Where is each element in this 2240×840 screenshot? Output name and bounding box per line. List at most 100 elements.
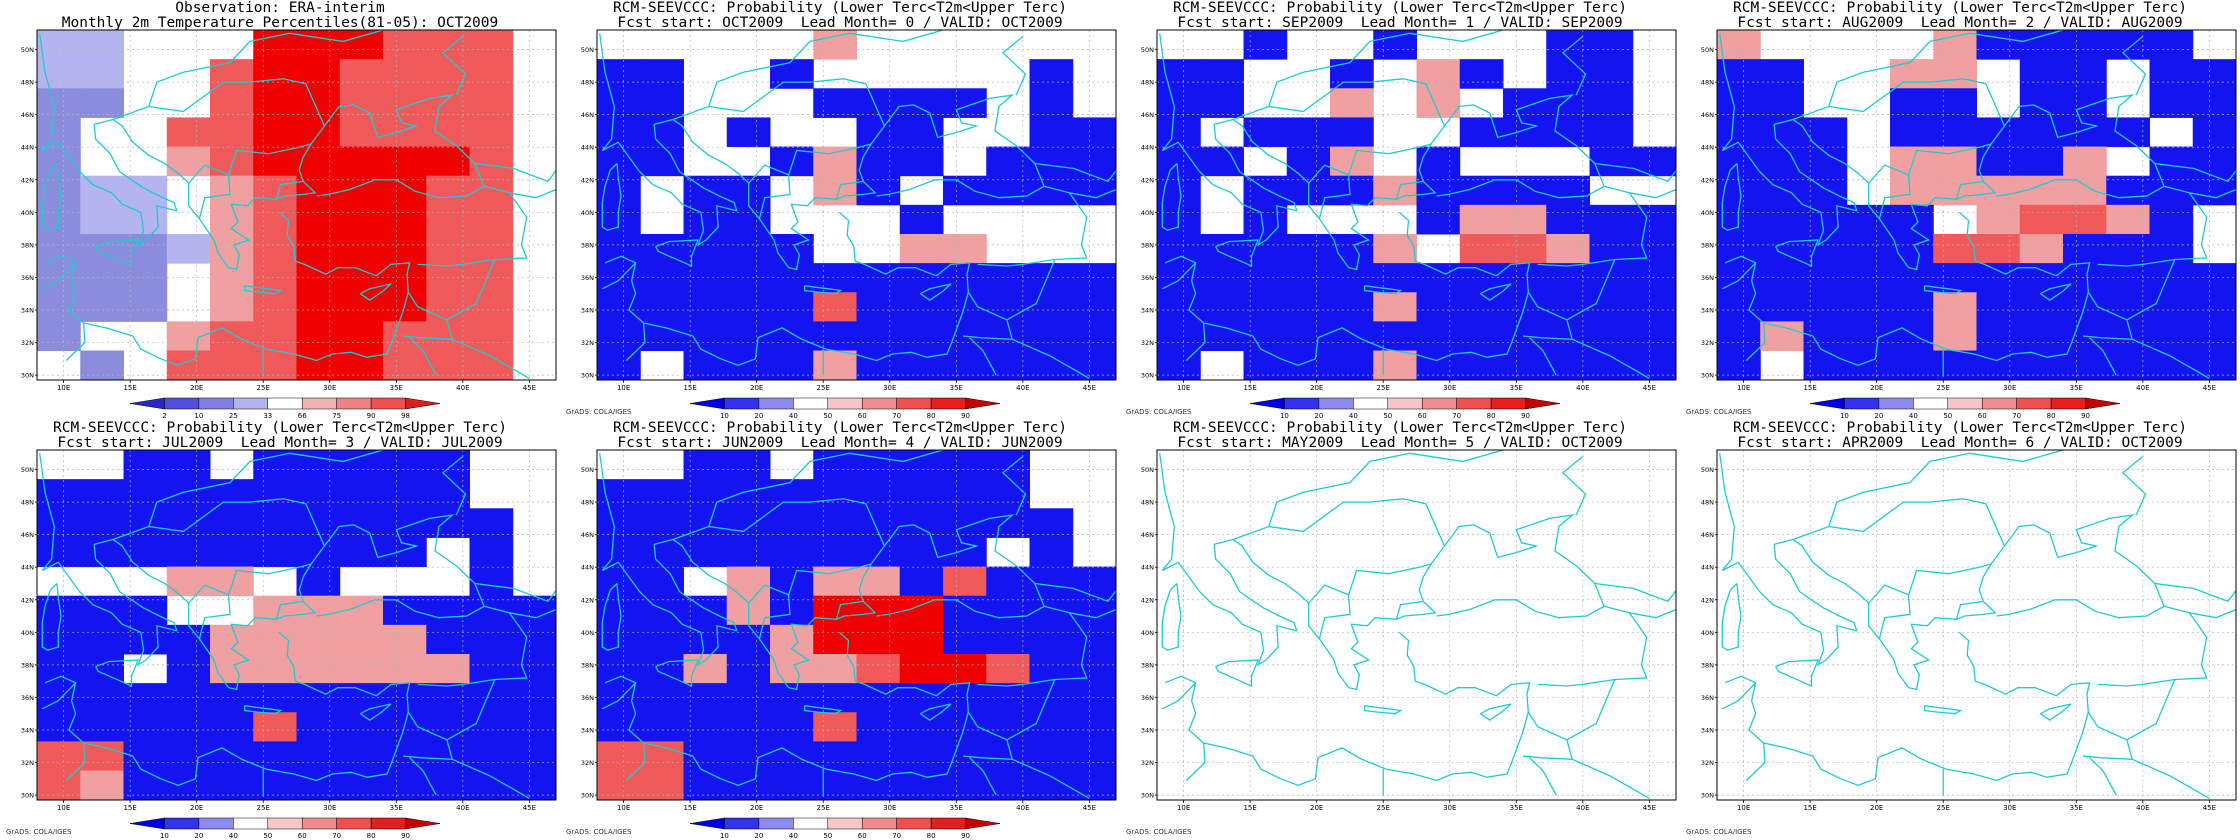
grid-cell bbox=[986, 175, 1030, 206]
grid-cell bbox=[1890, 204, 1934, 235]
grid-cell bbox=[1286, 233, 1331, 264]
scale-label: 70 bbox=[892, 832, 901, 840]
grid-cell bbox=[856, 117, 901, 148]
grid-cell bbox=[683, 479, 728, 509]
grid-cell bbox=[1286, 146, 1331, 177]
lon-tick-label: 20E bbox=[1310, 384, 1323, 392]
grid-cell bbox=[2192, 117, 2236, 148]
grid-cell bbox=[1933, 146, 1977, 177]
grid-cell bbox=[943, 508, 987, 538]
grid-cell bbox=[469, 566, 514, 597]
grid-cell bbox=[1373, 292, 1417, 322]
lon-tick-label: 40E bbox=[2136, 384, 2149, 392]
lat-tick-label: 36N bbox=[581, 274, 594, 282]
lon-tick-label: 10E bbox=[57, 804, 70, 812]
coastline bbox=[42, 682, 77, 710]
grid-cell bbox=[37, 653, 81, 684]
lon-tick-label: 30E bbox=[323, 384, 336, 392]
grid-cell bbox=[770, 683, 814, 713]
lat-tick-label: 40N bbox=[1141, 209, 1154, 217]
grid-cell bbox=[1200, 321, 1244, 352]
grid-cell bbox=[296, 292, 341, 322]
grid-cell bbox=[383, 233, 427, 264]
lon-tick-label: 10E bbox=[617, 804, 630, 812]
coastline bbox=[1162, 538, 1298, 667]
plot-frame bbox=[36, 449, 557, 801]
grid-cell bbox=[726, 292, 771, 322]
grid-cell bbox=[1503, 204, 1547, 235]
coastline bbox=[95, 659, 140, 688]
coastline bbox=[1363, 704, 1403, 715]
grid-cell bbox=[899, 146, 944, 177]
grid-cell bbox=[726, 479, 771, 509]
scale-label: 60 bbox=[858, 412, 867, 420]
grid-cell bbox=[1890, 175, 1934, 206]
grid-cell bbox=[426, 350, 470, 380]
grid-cell bbox=[426, 146, 470, 177]
coastline bbox=[41, 163, 62, 231]
coastline bbox=[188, 563, 312, 604]
coastline bbox=[602, 118, 738, 247]
grid-cell bbox=[813, 30, 857, 60]
grid-cell bbox=[1157, 321, 1201, 352]
grid-cell bbox=[1286, 321, 1331, 352]
coastline bbox=[417, 185, 528, 267]
grid-cell bbox=[986, 263, 1030, 293]
grid-cell bbox=[770, 508, 814, 538]
grid-cell bbox=[210, 683, 254, 713]
grid-cell bbox=[1330, 321, 1374, 352]
scale-label: 20 bbox=[1314, 412, 1323, 420]
grid-cell bbox=[253, 59, 297, 89]
scale-swatch bbox=[2016, 397, 2052, 410]
lat-tick-label: 34N bbox=[21, 727, 34, 735]
grid-cell bbox=[210, 59, 254, 89]
grid-cell bbox=[986, 146, 1030, 177]
lon-tick-label: 25E bbox=[1377, 384, 1390, 392]
coastline bbox=[599, 453, 615, 571]
grid-cell bbox=[123, 624, 168, 655]
grid-cell bbox=[296, 117, 341, 148]
grid-cell bbox=[1760, 88, 1804, 118]
grid-cell bbox=[383, 30, 427, 60]
grid-cell bbox=[253, 537, 297, 568]
scale-swatch bbox=[1387, 397, 1423, 410]
scale-swatch bbox=[758, 397, 794, 410]
lon-tick-label: 45E bbox=[2203, 384, 2216, 392]
grid-cell bbox=[1589, 59, 1634, 89]
coastline bbox=[1318, 174, 1351, 219]
grid-cell bbox=[770, 321, 814, 352]
grid-cell bbox=[856, 292, 901, 322]
grid-cell bbox=[296, 321, 341, 352]
grid-cell bbox=[80, 263, 124, 293]
map-panel-4: RCM-SEEVCCC: Probability (Lower Terc<T2m… bbox=[1680, 0, 2240, 420]
grid-cell bbox=[80, 175, 124, 206]
color-scale-bar: 10 20 40 50 60 70 80 90 bbox=[689, 397, 1001, 420]
grid-cell bbox=[1546, 30, 1590, 60]
grid-cell bbox=[597, 741, 641, 772]
coastline bbox=[1792, 94, 2165, 271]
grid-cell bbox=[1243, 321, 1288, 352]
grid-cell bbox=[1632, 204, 1676, 235]
grid-cell bbox=[383, 595, 427, 626]
grid-cell bbox=[899, 450, 944, 480]
lat-tick-label: 46N bbox=[581, 111, 594, 119]
grid-cell bbox=[640, 624, 684, 655]
scale-swatch bbox=[1844, 397, 1880, 410]
panel-title-line1: RCM-SEEVCCC: Probability (Lower Terc<T2m… bbox=[613, 420, 1067, 436]
grid-cell bbox=[726, 537, 771, 568]
grid-cell bbox=[253, 712, 297, 742]
grid-cell bbox=[1933, 175, 1977, 206]
grid-cell bbox=[1373, 175, 1417, 206]
panel-title-line1: RCM-SEEVCCC: Probability (Lower Terc<T2m… bbox=[1173, 0, 1627, 16]
lon-tick-label: 30E bbox=[883, 804, 896, 812]
coastline bbox=[402, 291, 454, 340]
grid-cell bbox=[80, 712, 124, 742]
grid-cell bbox=[2019, 321, 2064, 352]
scale-swatch bbox=[1525, 397, 1561, 410]
coastline bbox=[112, 94, 485, 271]
grid-cell bbox=[1286, 117, 1331, 148]
scale-label: 70 bbox=[892, 412, 901, 420]
grid-cell bbox=[770, 741, 814, 772]
grid-cell bbox=[166, 741, 211, 772]
grid-cell bbox=[1243, 292, 1288, 322]
